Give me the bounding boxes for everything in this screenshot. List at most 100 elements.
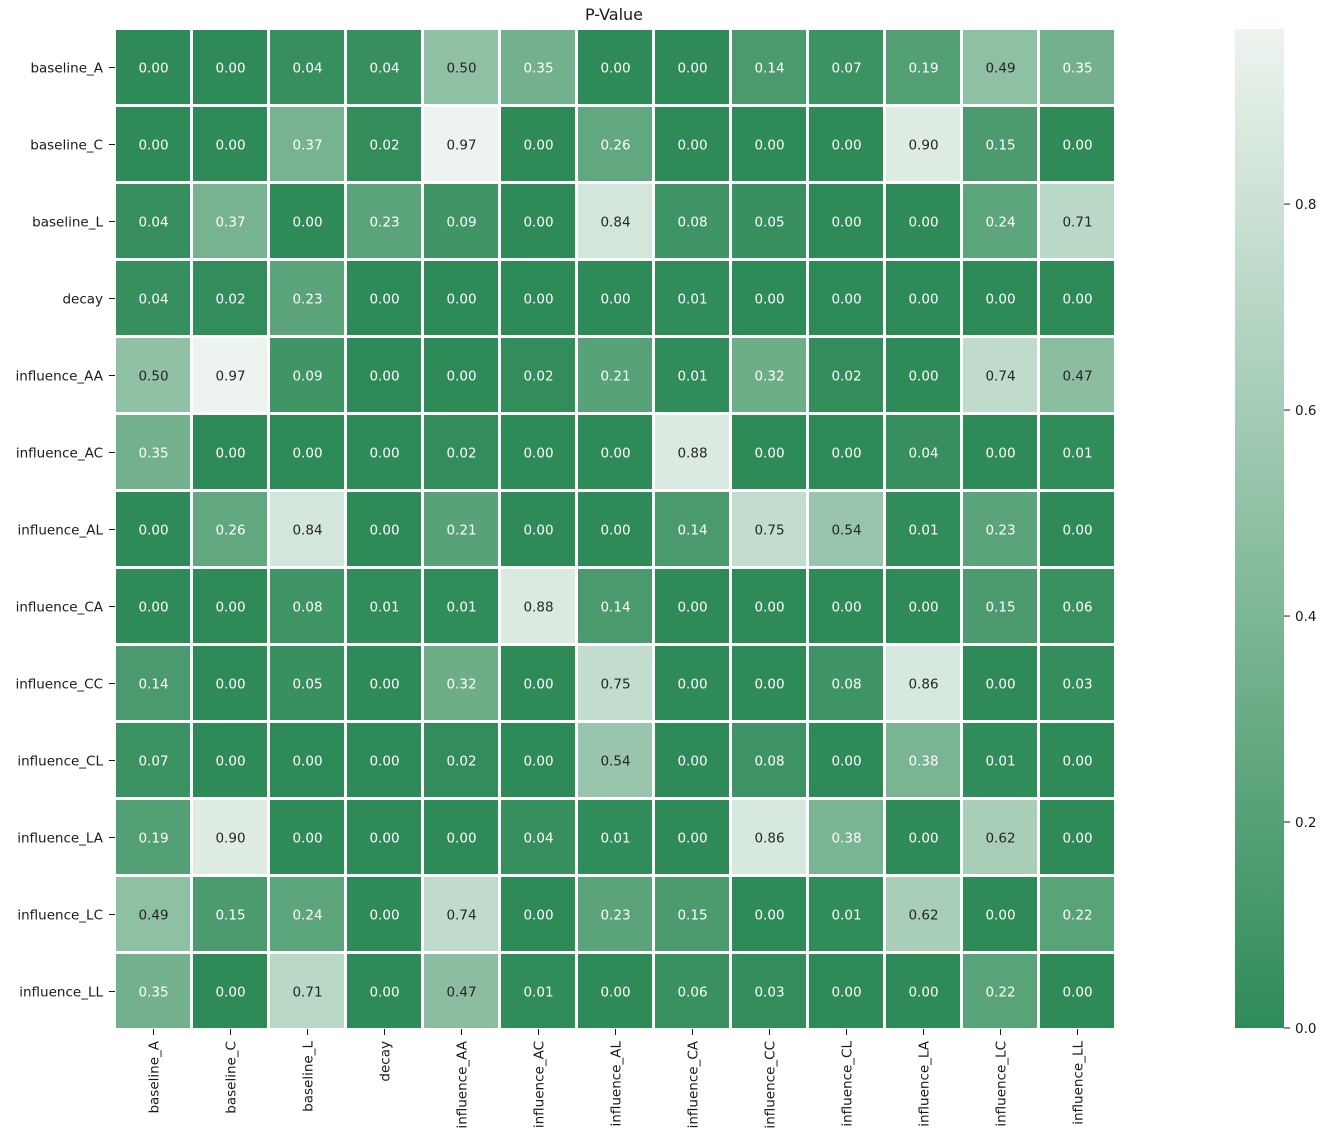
cell-value-label: 0.00 xyxy=(215,985,245,1001)
cell-value-label: 0.15 xyxy=(985,138,1015,154)
heatmap-cell xyxy=(578,415,652,489)
row-tick-label: decay xyxy=(62,292,103,308)
heatmap-cell xyxy=(270,415,344,489)
cell-value-label: 0.01 xyxy=(600,831,630,847)
heatmap-cell xyxy=(116,569,190,643)
heatmap-cell xyxy=(116,107,190,181)
heatmap-cell xyxy=(732,30,806,104)
heatmap-cell xyxy=(732,877,806,951)
cell-value-label: 0.02 xyxy=(369,138,399,154)
cell-value-label: 0.00 xyxy=(754,908,784,924)
cell-value-label: 0.00 xyxy=(600,61,630,77)
cell-value-label: 0.00 xyxy=(369,292,399,308)
heatmap-cell xyxy=(963,415,1037,489)
row-tick-label: baseline_A xyxy=(30,61,103,77)
row-tick-label: influence_AL xyxy=(18,523,104,539)
heatmap-cell xyxy=(116,877,190,951)
cell-value-label: 0.71 xyxy=(292,985,322,1001)
heatmap-cell xyxy=(270,569,344,643)
cell-value-label: 0.86 xyxy=(754,831,784,847)
cell-value-label: 0.00 xyxy=(677,677,707,693)
cell-value-label: 0.37 xyxy=(215,215,245,231)
cell-value-label: 0.00 xyxy=(523,138,553,154)
cell-value-label: 0.07 xyxy=(831,61,861,77)
heatmap-cell xyxy=(963,569,1037,643)
cell-value-label: 0.54 xyxy=(600,754,630,770)
heatmap-cell xyxy=(963,261,1037,335)
cell-value-label: 0.15 xyxy=(985,600,1015,616)
cell-value-label: 0.00 xyxy=(369,446,399,462)
cell-value-label: 0.00 xyxy=(600,985,630,1001)
column-tick-label: influence_AC xyxy=(532,1041,548,1128)
heatmap-cell xyxy=(501,646,575,720)
heatmap-cell xyxy=(424,415,498,489)
heatmap-cell xyxy=(1040,107,1114,181)
cell-value-label: 0.00 xyxy=(754,677,784,693)
cell-value-label: 0.00 xyxy=(292,446,322,462)
row-tick-label: influence_LL xyxy=(19,985,103,1001)
cell-value-label: 0.00 xyxy=(523,292,553,308)
cell-value-label: 0.88 xyxy=(523,600,553,616)
heatmap-cell xyxy=(193,800,267,874)
heatmap-cell xyxy=(116,415,190,489)
heatmap-cell xyxy=(347,646,421,720)
cell-value-label: 0.90 xyxy=(215,831,245,847)
heatmap-cell xyxy=(886,877,960,951)
heatmap-cell xyxy=(116,338,190,412)
cell-value-label: 0.75 xyxy=(600,677,630,693)
column-tick-label: baseline_L xyxy=(301,1041,317,1112)
heatmap-cell xyxy=(347,569,421,643)
cell-value-label: 0.04 xyxy=(138,215,168,231)
heatmap-cell xyxy=(809,877,883,951)
heatmap-cell xyxy=(732,107,806,181)
cell-value-label: 0.21 xyxy=(600,369,630,385)
row-tick-label: influence_CL xyxy=(17,754,103,770)
heatmap-cell xyxy=(1040,723,1114,797)
heatmap-cell xyxy=(886,261,960,335)
colorbar-tick-label: 0.8 xyxy=(1295,197,1316,213)
cell-value-label: 0.06 xyxy=(677,985,707,1001)
heatmap-cell xyxy=(501,800,575,874)
cell-value-label: 0.00 xyxy=(677,831,707,847)
colorbar-tick-label: 0.0 xyxy=(1295,1021,1316,1037)
cell-value-label: 0.62 xyxy=(908,908,938,924)
column-tick-label: influence_AL xyxy=(609,1041,625,1127)
cell-value-label: 0.15 xyxy=(677,908,707,924)
colorbar-tick-label: 0.4 xyxy=(1295,609,1316,625)
heatmap-cell xyxy=(732,184,806,258)
colorbar: 0.0 0.2 0.4 0.6 0.8 xyxy=(1235,29,1316,1037)
heatmap-cell xyxy=(886,569,960,643)
heatmap-cell xyxy=(1040,492,1114,566)
cell-value-label: 0.22 xyxy=(985,985,1015,1001)
cell-value-label: 0.03 xyxy=(754,985,784,1001)
row-tick-label: baseline_L xyxy=(32,215,103,231)
heatmap-cell xyxy=(655,261,729,335)
heatmap-cell xyxy=(732,415,806,489)
column-tick-label: influence_CA xyxy=(686,1040,702,1128)
heatmap-cell xyxy=(886,107,960,181)
heatmap-cell xyxy=(347,338,421,412)
row-tick-label: influence_AC xyxy=(16,446,103,462)
heatmap-cell xyxy=(270,30,344,104)
cell-value-label: 0.74 xyxy=(446,908,476,924)
cell-value-label: 0.02 xyxy=(446,446,476,462)
cell-value-label: 0.01 xyxy=(1062,446,1092,462)
cell-value-label: 0.00 xyxy=(754,292,784,308)
heatmap-cell xyxy=(886,492,960,566)
cell-value-label: 0.54 xyxy=(831,523,861,539)
cell-value-label: 0.00 xyxy=(215,446,245,462)
heatmap-cell xyxy=(1040,569,1114,643)
cell-value-label: 0.00 xyxy=(908,215,938,231)
column-tick-label: decay xyxy=(378,1041,394,1082)
cell-value-label: 0.00 xyxy=(985,677,1015,693)
cell-value-label: 0.71 xyxy=(1062,215,1092,231)
cell-value-label: 0.00 xyxy=(985,292,1015,308)
cell-value-label: 0.26 xyxy=(600,138,630,154)
heatmap-cell xyxy=(886,646,960,720)
cell-value-label: 0.14 xyxy=(677,523,707,539)
cell-value-label: 0.62 xyxy=(985,831,1015,847)
heatmap-cell xyxy=(655,338,729,412)
heatmap-cell xyxy=(1040,954,1114,1028)
cell-value-label: 0.88 xyxy=(677,446,707,462)
